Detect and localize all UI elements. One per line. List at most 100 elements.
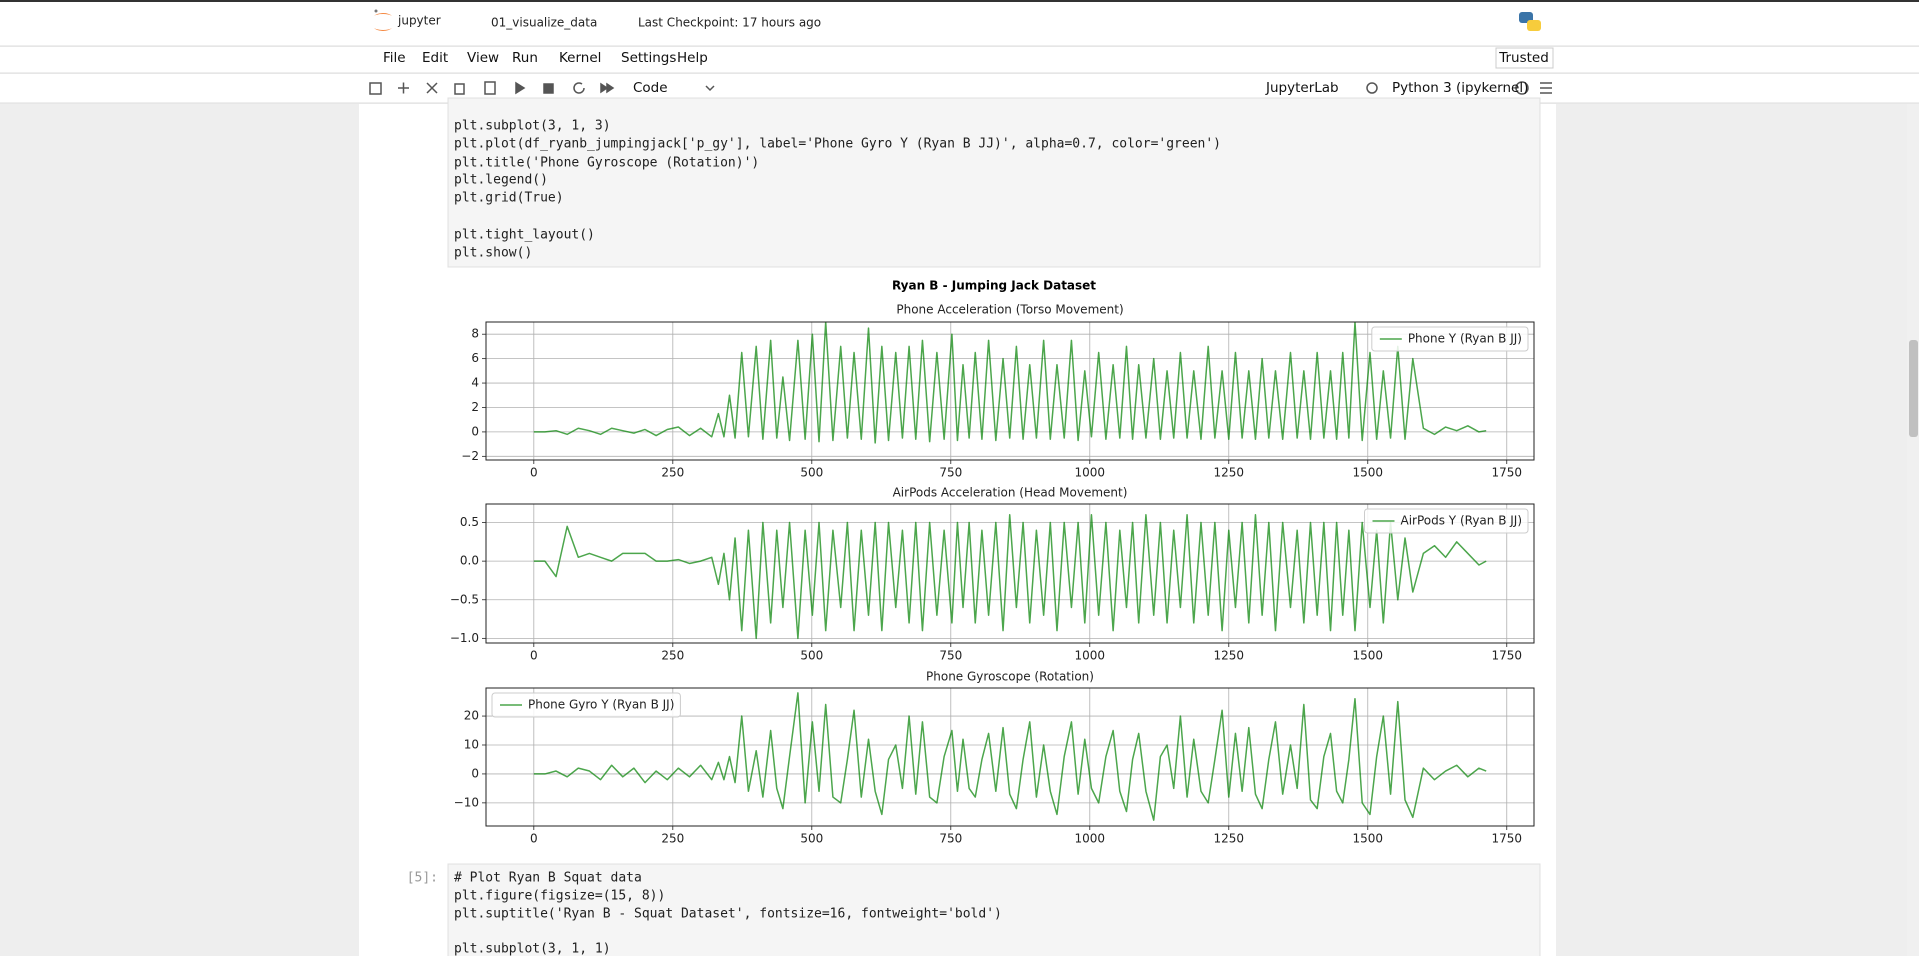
x-tick-label: 250 <box>661 649 684 663</box>
cut-icon[interactable] <box>426 82 438 94</box>
kernel-name[interactable]: Python 3 (ipykernel) <box>1392 80 1528 96</box>
stop-icon[interactable] <box>543 83 554 94</box>
menu-item[interactable]: View <box>467 50 499 66</box>
plot-frame <box>485 503 1535 644</box>
code-line: plt.tight_layout() <box>454 228 595 243</box>
code-cell[interactable] <box>447 97 1541 268</box>
copy-icon[interactable] <box>454 83 465 95</box>
x-tick-label: 1000 <box>1075 649 1106 663</box>
y-tick-label: 0.0 <box>460 554 479 568</box>
restart-icon[interactable] <box>573 82 585 94</box>
plot-frame <box>485 321 1535 461</box>
menu-icon[interactable] <box>1540 82 1552 94</box>
code-line: plt.suptitle('Ryan B - Squat Dataset', f… <box>454 907 1002 922</box>
menu-item[interactable]: Run <box>512 50 538 66</box>
trusted-label[interactable]: Trusted <box>1498 50 1549 66</box>
x-tick-label: 250 <box>661 466 684 480</box>
x-tick-label: 750 <box>939 466 962 480</box>
x-tick-label: 1500 <box>1352 649 1383 663</box>
data-line <box>533 692 1487 821</box>
notebook-name[interactable]: 01_visualize_data <box>491 16 597 30</box>
trusted-button[interactable] <box>1495 47 1554 69</box>
cell-type[interactable]: Code <box>633 80 668 96</box>
save-icon[interactable] <box>369 82 382 95</box>
y-tick-label: 0.5 <box>460 515 479 529</box>
x-tick-label: 1500 <box>1352 466 1383 480</box>
x-tick-label: 250 <box>661 832 684 846</box>
code-line: plt.figure(figsize=(15, 8)) <box>454 889 665 904</box>
code-line: plt.subplot(3, 1, 1) <box>454 942 611 956</box>
y-tick-label: −2 <box>461 449 479 463</box>
x-tick-label: 1750 <box>1491 466 1522 480</box>
chart-title: Phone Gyroscope (Rotation) <box>926 670 1094 684</box>
logo-dot <box>374 9 378 13</box>
code: plt.subplot(3, 1, 3) plt.plot(df_ryanb_ju… <box>454 119 1221 956</box>
data-line <box>533 322 1487 444</box>
figure: Phone Acceleration (Torso Movement) 0 250 5… <box>450 303 1535 846</box>
code-line: plt.plot(df_ryanb_jumpingjack['p_gy'], l… <box>454 137 1221 152</box>
toolbar-icons <box>369 81 1552 95</box>
logo-text: jupyter <box>397 14 441 28</box>
x-tick-label: 1250 <box>1214 649 1245 663</box>
x-tick-label: 1000 <box>1075 466 1106 480</box>
scrollbar-thumb[interactable] <box>1909 340 1918 437</box>
code-line: plt.grid(True) <box>454 191 564 206</box>
y-tick-label: −0.5 <box>450 592 479 606</box>
code-cell[interactable] <box>447 863 1541 956</box>
window-edge <box>0 0 1919 2</box>
debug-icon[interactable] <box>1366 82 1378 94</box>
x-tick-label: 1250 <box>1214 466 1245 480</box>
figure-title: Ryan B - Jumping Jack Dataset <box>892 279 1096 293</box>
logo-arc-bottom <box>374 28 392 31</box>
y-tick-label: 20 <box>464 709 479 723</box>
y-tick-label: 2 <box>471 400 479 414</box>
dropdown-icon[interactable] <box>705 85 715 92</box>
code-line: plt.legend() <box>454 173 548 188</box>
data-line <box>533 514 1487 640</box>
top-bar <box>0 0 1919 46</box>
menu-item[interactable]: Settings <box>621 50 676 66</box>
legend-label: Phone Y (Ryan B JJ) <box>1408 332 1522 346</box>
x-tick-label: 1250 <box>1214 832 1245 846</box>
add-icon[interactable] <box>398 82 409 94</box>
run-icon[interactable] <box>515 81 526 95</box>
jupyter-logo[interactable]: jupyter <box>374 9 441 31</box>
menu-item[interactable]: Kernel <box>559 50 601 66</box>
checkpoint: Last Checkpoint: 17 hours ago <box>638 16 821 30</box>
menu-item[interactable]: Edit <box>422 50 448 66</box>
y-tick-label: 10 <box>464 737 479 751</box>
x-tick-label: 500 <box>800 649 823 663</box>
y-tick-label: 8 <box>471 327 479 341</box>
plot-frame <box>485 687 1535 827</box>
run-all-icon[interactable] <box>600 82 615 94</box>
legend-label: AirPods Y (Ryan B JJ) <box>1401 514 1523 528</box>
scrollbar-track <box>1907 104 1919 956</box>
chart-title: AirPods Acceleration (Head Movement) <box>893 486 1128 500</box>
code-line: plt.show() <box>454 246 532 261</box>
y-tick-label: 0 <box>471 424 479 438</box>
menu-bar <box>0 47 1919 73</box>
python-logo <box>1519 12 1541 31</box>
y-tick-label: 4 <box>471 376 479 390</box>
paste-icon[interactable] <box>484 81 496 95</box>
x-tick-label: 1000 <box>1075 832 1106 846</box>
code-line: plt.title('Phone Gyroscope (Rotation)') <box>454 156 759 171</box>
legend-box <box>1371 326 1529 352</box>
legend: AirPods Y (Ryan B JJ) <box>1364 508 1529 534</box>
jupyterlab-link[interactable]: JupyterLab <box>1265 80 1339 96</box>
kernel-status <box>1515 81 1529 95</box>
x-tick-label: 0 <box>530 832 538 846</box>
x-tick-label: 1750 <box>1491 649 1522 663</box>
cell-prompt: [5]: <box>407 871 438 886</box>
code-line: plt.subplot(3, 1, 3) <box>454 119 611 134</box>
x-tick-label: 750 <box>939 649 962 663</box>
chart-title: Phone Acceleration (Torso Movement) <box>896 303 1123 317</box>
legend: Phone Y (Ryan B JJ) <box>1371 326 1529 352</box>
x-tick-label: 500 <box>800 466 823 480</box>
menu-item[interactable]: File <box>383 50 406 66</box>
y-tick-label: −10 <box>454 795 479 809</box>
code-line: # Plot Ryan B Squat data <box>454 871 642 886</box>
menu-item[interactable]: Help <box>677 50 708 66</box>
x-tick-label: 1750 <box>1491 832 1522 846</box>
